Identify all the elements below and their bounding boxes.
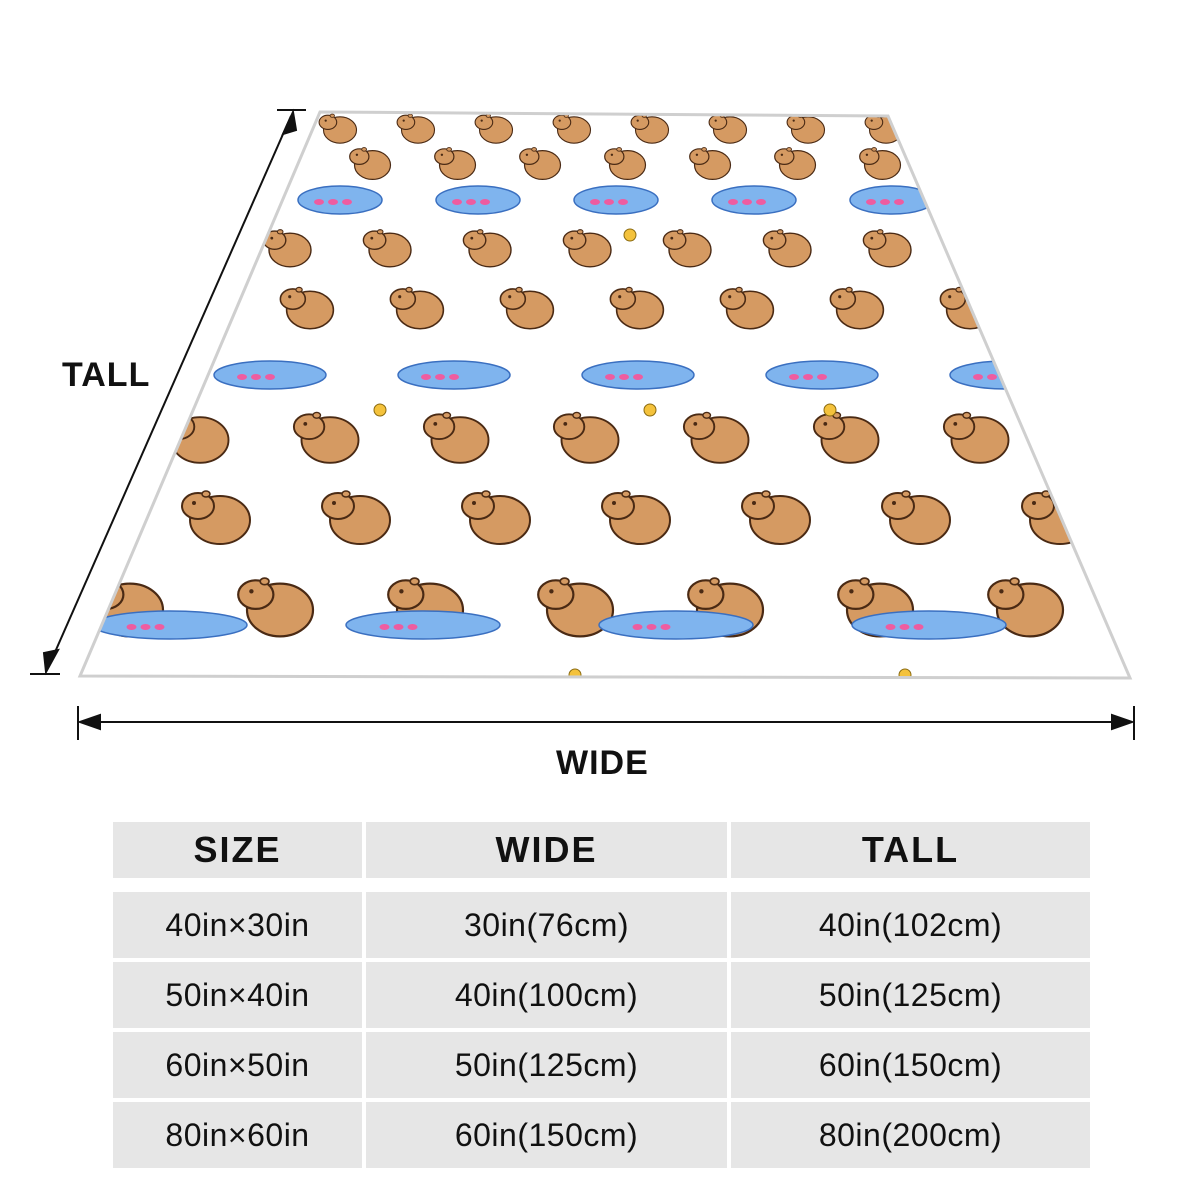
table-cell-wide: 30in(76cm) bbox=[366, 892, 727, 958]
capybara-figure bbox=[552, 113, 592, 144]
table-cell-tall: 60in(150cm) bbox=[731, 1032, 1090, 1098]
capybara-figure bbox=[1020, 113, 1060, 144]
table-cell-wide: 40in(100cm) bbox=[366, 962, 727, 1028]
water-pool bbox=[581, 360, 695, 390]
wide-dimension-arrow bbox=[76, 706, 1136, 740]
capybara-figure bbox=[987, 577, 1065, 638]
blanket-illustration bbox=[30, 108, 1136, 740]
water-pool bbox=[711, 185, 797, 215]
capybara-figure bbox=[237, 577, 315, 638]
water-pool bbox=[598, 610, 754, 640]
header-wide: WIDE bbox=[366, 822, 727, 878]
tall-label: TALL bbox=[62, 356, 151, 394]
water-pool bbox=[213, 360, 327, 390]
table-cell-tall: 80in(200cm) bbox=[731, 1102, 1090, 1168]
capybara-figure bbox=[662, 229, 712, 268]
tall-dimension-arrow bbox=[30, 108, 306, 676]
capybara-figure bbox=[881, 490, 951, 545]
capybara-figure bbox=[318, 113, 358, 144]
capybara-figure bbox=[601, 490, 671, 545]
water-pool bbox=[949, 360, 1063, 390]
capybara-figure bbox=[944, 147, 987, 181]
capybara-figure bbox=[829, 286, 885, 330]
capybara-figure bbox=[396, 113, 436, 144]
water-pool bbox=[573, 185, 659, 215]
capybara-figure bbox=[741, 490, 811, 545]
water-pool bbox=[851, 610, 1007, 640]
size-table: SIZE WIDE TALL 40in×30in 30in(76cm) 40in… bbox=[113, 822, 1090, 1168]
header-size: SIZE bbox=[113, 822, 362, 878]
water-pool bbox=[92, 610, 248, 640]
capybara-figure bbox=[604, 147, 647, 181]
capybara-figure bbox=[1062, 229, 1112, 268]
bird-figure bbox=[643, 403, 657, 417]
capybara-figure bbox=[859, 147, 902, 181]
wide-label: WIDE bbox=[556, 744, 649, 782]
bird-figure bbox=[373, 403, 387, 417]
table-cell-size: 40in×30in bbox=[113, 892, 362, 958]
capybara-figure bbox=[499, 286, 555, 330]
capybara-figure bbox=[262, 229, 312, 268]
capybara-figure bbox=[1029, 147, 1072, 181]
capybara-figure bbox=[1098, 113, 1130, 144]
bird-figure bbox=[623, 228, 637, 242]
capybara-figure bbox=[942, 411, 1010, 464]
header-tall: TALL bbox=[731, 822, 1090, 878]
capybara-figure bbox=[609, 286, 665, 330]
capybara-figure bbox=[1049, 286, 1105, 330]
water-pool bbox=[987, 185, 1073, 215]
bird-figure bbox=[898, 668, 912, 678]
table-cell-size: 60in×50in bbox=[113, 1032, 362, 1098]
capybara-figure bbox=[562, 229, 612, 268]
capybara-figure bbox=[461, 490, 531, 545]
capybara-figure bbox=[552, 411, 620, 464]
capybara-figure bbox=[279, 286, 335, 330]
capybara-figure bbox=[1072, 411, 1130, 464]
water-pool bbox=[397, 360, 511, 390]
capybara-figure bbox=[389, 286, 445, 330]
capybara-figure bbox=[962, 229, 1012, 268]
capybara-figure bbox=[862, 229, 912, 268]
water-pool bbox=[765, 360, 879, 390]
table-cell-wide: 60in(150cm) bbox=[366, 1102, 727, 1168]
water-pool bbox=[297, 185, 383, 215]
blanket bbox=[77, 110, 1133, 680]
table-cell-size: 80in×60in bbox=[113, 1102, 362, 1168]
capybara-figure bbox=[422, 411, 490, 464]
capybara-figure bbox=[181, 490, 251, 545]
table-cell-tall: 50in(125cm) bbox=[731, 962, 1090, 1028]
capybara-figure bbox=[689, 147, 732, 181]
capybara-figure bbox=[708, 113, 748, 144]
capybara-figure bbox=[434, 147, 477, 181]
capybara-figure bbox=[292, 411, 360, 464]
capybara-figure bbox=[349, 147, 392, 181]
bird-figure bbox=[823, 403, 837, 417]
table-cell-tall: 40in(102cm) bbox=[731, 892, 1090, 958]
water-pool bbox=[435, 185, 521, 215]
capybara-figure bbox=[942, 113, 982, 144]
capybara-figure bbox=[774, 147, 817, 181]
capybara-figure bbox=[474, 113, 514, 144]
table-cell-wide: 50in(125cm) bbox=[366, 1032, 727, 1098]
bird-figure bbox=[568, 668, 582, 678]
capybara-figure bbox=[362, 229, 412, 268]
capybara-figure bbox=[537, 577, 615, 638]
table-cell-size: 50in×40in bbox=[113, 962, 362, 1028]
capybara-figure bbox=[630, 113, 670, 144]
capybara-figure bbox=[1114, 147, 1130, 181]
capybara-figure bbox=[812, 411, 880, 464]
capybara-figure bbox=[519, 147, 562, 181]
capybara-figure bbox=[682, 411, 750, 464]
capybara-figure bbox=[321, 490, 391, 545]
capybara-figure bbox=[719, 286, 775, 330]
capybara-figure bbox=[762, 229, 812, 268]
water-pool bbox=[345, 610, 501, 640]
capybara-figure bbox=[462, 229, 512, 268]
